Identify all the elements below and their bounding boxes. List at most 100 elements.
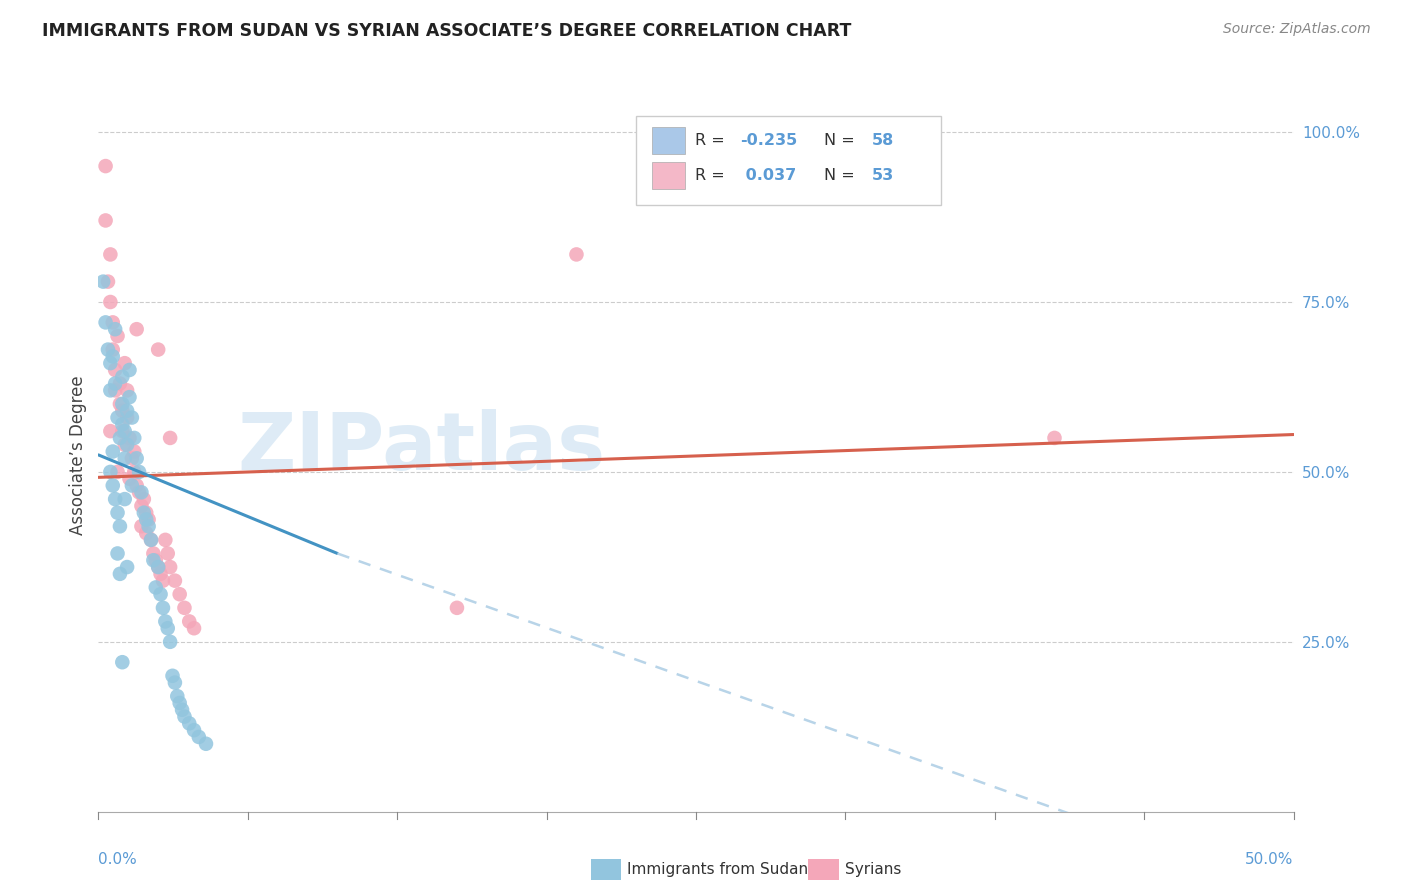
Point <box>115 403 138 417</box>
Text: Immigrants from Sudan: Immigrants from Sudan <box>627 863 808 877</box>
Point <box>128 485 150 500</box>
Text: R =: R = <box>695 134 730 148</box>
Text: 58: 58 <box>872 134 894 148</box>
Point <box>135 512 157 526</box>
Point <box>131 519 153 533</box>
Point <box>91 275 114 289</box>
Point <box>111 424 134 438</box>
Point <box>135 526 157 541</box>
Point <box>138 512 160 526</box>
Point <box>94 213 117 227</box>
Bar <box>652 161 685 189</box>
Point <box>101 478 124 492</box>
Point <box>108 519 131 533</box>
Point <box>149 587 172 601</box>
Point <box>124 444 146 458</box>
Point <box>115 410 138 425</box>
Point <box>125 322 148 336</box>
Point <box>107 410 129 425</box>
Point <box>183 621 205 635</box>
Point <box>118 363 141 377</box>
Point <box>98 465 122 479</box>
Point <box>148 560 170 574</box>
Point <box>124 431 146 445</box>
Point <box>121 410 143 425</box>
Text: 0.0%: 0.0% <box>98 853 138 868</box>
Text: 0.037: 0.037 <box>740 168 796 183</box>
Point <box>159 560 181 574</box>
Point <box>115 560 138 574</box>
Point <box>101 315 124 329</box>
Point <box>163 675 186 690</box>
Point <box>145 581 167 595</box>
Point <box>162 669 184 683</box>
Point <box>115 438 138 452</box>
Point <box>108 431 131 445</box>
Point <box>114 356 136 370</box>
Point <box>108 376 131 391</box>
Point <box>98 356 122 370</box>
Point <box>1043 431 1066 445</box>
Point <box>155 615 177 629</box>
Point <box>166 689 188 703</box>
Point <box>97 343 120 357</box>
Point <box>94 315 117 329</box>
Point <box>446 600 468 615</box>
Point <box>187 730 209 744</box>
Point <box>131 485 153 500</box>
Point <box>128 465 150 479</box>
Point <box>131 499 153 513</box>
Text: N =: N = <box>824 134 859 148</box>
Point <box>124 465 146 479</box>
Point <box>98 384 122 398</box>
Point <box>132 506 155 520</box>
Point <box>159 635 181 649</box>
Text: ZIPatlas: ZIPatlas <box>238 409 605 487</box>
Point <box>108 566 131 581</box>
Bar <box>652 128 685 154</box>
Point <box>125 478 148 492</box>
Point <box>155 533 177 547</box>
Point <box>148 560 170 574</box>
Text: IMMIGRANTS FROM SUDAN VS SYRIAN ASSOCIATE’S DEGREE CORRELATION CHART: IMMIGRANTS FROM SUDAN VS SYRIAN ASSOCIAT… <box>42 22 852 40</box>
Text: Syrians: Syrians <box>845 863 901 877</box>
Point <box>114 451 136 466</box>
Point <box>121 478 143 492</box>
Point <box>139 533 162 547</box>
Point <box>125 451 148 466</box>
Point <box>101 444 124 458</box>
Point <box>169 587 191 601</box>
Point <box>179 716 201 731</box>
Point <box>132 492 155 507</box>
Point <box>118 472 141 486</box>
Point <box>169 696 191 710</box>
Text: Source: ZipAtlas.com: Source: ZipAtlas.com <box>1223 22 1371 37</box>
Point <box>194 737 218 751</box>
Point <box>148 343 170 357</box>
Point <box>104 376 127 391</box>
Point <box>172 703 194 717</box>
Point <box>138 519 160 533</box>
Point <box>149 566 172 581</box>
Point <box>183 723 205 738</box>
Point <box>94 159 117 173</box>
Point <box>115 384 138 398</box>
Point <box>142 553 165 567</box>
Point <box>104 363 127 377</box>
Point <box>145 553 167 567</box>
Point <box>114 424 136 438</box>
Point <box>152 574 174 588</box>
Point <box>98 424 122 438</box>
Text: 50.0%: 50.0% <box>1246 853 1294 868</box>
Point <box>101 350 124 364</box>
Text: N =: N = <box>824 168 859 183</box>
Point <box>139 533 162 547</box>
Point <box>163 574 186 588</box>
Point <box>152 600 174 615</box>
Point <box>111 417 134 432</box>
Point <box>121 451 143 466</box>
Point <box>111 655 134 669</box>
Point <box>156 621 179 635</box>
Point <box>107 546 129 560</box>
Point <box>104 492 127 507</box>
